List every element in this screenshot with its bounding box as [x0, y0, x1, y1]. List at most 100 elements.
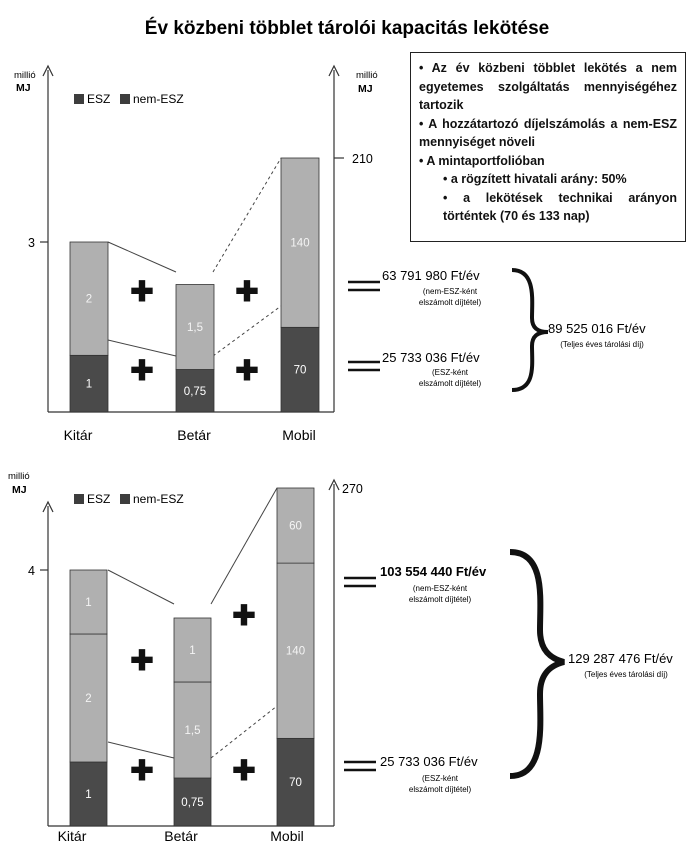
bar-segment-mobil-2: [276, 487, 315, 564]
right-tick-label-2: 270: [342, 482, 363, 496]
legend-swatch-esz: [74, 494, 84, 504]
cost-note: (nem-ESZ-ként: [413, 584, 468, 593]
left-axis-arrow-1: [42, 64, 54, 77]
chart-1: millió MJ millió MJ 3 210 ESZ nem-ESZ 1 2…: [14, 64, 646, 443]
bar-segment-betár-1: [173, 681, 212, 779]
legend-swatch-nem-esz: [120, 494, 130, 504]
bars-1: 1 2 0,75 1,5 70 140: [69, 157, 320, 413]
total-note: (Teljes éves tárolási díj): [560, 340, 644, 349]
bar-value-label: 0,75: [181, 797, 203, 809]
equals-icon: [344, 576, 376, 772]
category-label: Betár: [177, 427, 211, 443]
cost-note: elszámolt díjtétel): [419, 379, 482, 388]
bar-value-label: 2: [86, 294, 92, 306]
legend-2: ESZ nem-ESZ: [74, 492, 184, 506]
cost-note: (ESZ-ként: [422, 774, 459, 783]
curly-brace-icon: [509, 549, 565, 779]
bars-2: 1 2 1 0,75 1,5 1 70 140 60: [69, 487, 315, 827]
bar-segment-mobil-0: [276, 737, 315, 827]
bar-segment-betár-0: [175, 369, 215, 413]
connector-lines-1: [107, 157, 282, 357]
bar-value-label: 1: [85, 597, 91, 609]
right-tick-label-1: 210: [352, 152, 373, 166]
cost-amount: 63 791 980 Ft/év: [382, 268, 480, 283]
bar-segment-betár-1: [175, 284, 215, 370]
plus-icon: ✚: [130, 755, 153, 786]
bar-value-label: 70: [289, 777, 302, 789]
legend-1: ESZ nem-ESZ: [74, 92, 184, 106]
bar-segment-kitár-1: [69, 633, 108, 763]
plus-icon: ✚: [235, 355, 258, 386]
legend-swatch-nem-esz: [120, 94, 130, 104]
category-labels-2: Kitár Betár Mobil: [58, 828, 304, 843]
total-amount: 129 287 476 Ft/év: [568, 651, 673, 666]
equals-icon: [348, 280, 380, 372]
legend-label-nem-esz: nem-ESZ: [133, 92, 184, 106]
cost-annotations-1: 63 791 980 Ft/év (nem-ESZ-ként elszámolt…: [348, 268, 646, 392]
page-title: Év közbeni többlet tárolói kapacitás lek…: [145, 17, 549, 39]
bar-segment-kitár-2: [69, 569, 108, 635]
right-axis-label-1b: MJ: [358, 83, 373, 95]
category-label: Betár: [164, 828, 198, 843]
cost-note: elszámolt díjtétel): [409, 595, 472, 604]
total-note: (Teljes éves tárolási díj): [584, 670, 668, 679]
left-axis-label-1a: millió: [14, 70, 36, 81]
bar-segment-betár-0: [173, 777, 212, 827]
info-item: • A mintaportfolióban: [419, 153, 545, 168]
legend-label-esz: ESZ: [87, 492, 110, 506]
bar-value-label: 60: [289, 521, 302, 533]
connector-lines-2: [107, 487, 278, 759]
bar-segment-mobil-1: [280, 157, 320, 328]
bar-segment-betár-2: [173, 617, 212, 683]
total-amount: 89 525 016 Ft/év: [548, 321, 646, 336]
plus-icon: ✚: [130, 645, 153, 676]
right-axis-label-1a: millió: [356, 70, 378, 81]
bar-value-label: 70: [294, 365, 307, 377]
bar-value-label: 1,5: [187, 322, 203, 334]
left-axis-label-2a: millió: [8, 471, 30, 482]
left-axis-label-1b: MJ: [16, 82, 31, 94]
plus-icon: ✚: [232, 755, 255, 786]
left-tick-label-1: 3: [28, 236, 35, 250]
cost-amount: 103 554 440 Ft/év: [380, 564, 487, 579]
bar-segment-kitár-1: [69, 241, 109, 356]
info-item: • A hozzátartozó díjelszámolás a nem-ESZ…: [419, 116, 677, 150]
left-axis-arrow-2: [42, 500, 54, 513]
bar-value-label: 1,5: [185, 725, 201, 737]
legend-swatch-esz: [74, 94, 84, 104]
bar-value-label: 0,75: [184, 386, 206, 398]
plus-icon: ✚: [232, 600, 255, 631]
info-item: • Az év közbeni többlet lekötés a nem eg…: [419, 61, 677, 112]
plus-icon: ✚: [130, 276, 153, 307]
bar-segment-kitár-0: [69, 761, 108, 827]
bar-segment-mobil-1: [276, 562, 315, 739]
cost-amount: 25 733 036 Ft/év: [380, 754, 478, 769]
bar-value-label: 140: [290, 238, 309, 250]
plus-signs-1: ✚ ✚ ✚ ✚: [130, 276, 258, 386]
info-subitem: • a lekötések technikai arányon történte…: [443, 190, 677, 224]
info-box: • Az év közbeni többlet lekötés a nem eg…: [410, 52, 686, 242]
legend-label-esz: ESZ: [87, 92, 110, 106]
legend-label-nem-esz: nem-ESZ: [133, 492, 184, 506]
cost-note: elszámolt díjtétel): [419, 298, 482, 307]
bar-value-label: 1: [85, 789, 91, 801]
bar-value-label: 140: [286, 646, 305, 658]
category-label: Mobil: [270, 828, 303, 843]
cost-amount: 25 733 036 Ft/év: [382, 350, 480, 365]
cost-note: elszámolt díjtétel): [409, 785, 472, 794]
category-label: Kitár: [64, 427, 93, 443]
category-label: Kitár: [58, 828, 87, 843]
right-axis-arrow-2: [328, 478, 340, 491]
left-tick-label-2: 4: [28, 564, 35, 578]
plus-icon: ✚: [235, 276, 258, 307]
cost-annotations-2: 103 554 440 Ft/év (nem-ESZ-ként elszámol…: [344, 549, 673, 794]
cost-note: (nem-ESZ-ként: [423, 287, 478, 296]
category-label: Mobil: [282, 427, 315, 443]
bar-segment-kitár-0: [69, 354, 109, 413]
bar-value-label: 1: [86, 379, 92, 391]
bar-value-label: 1: [189, 645, 195, 657]
cost-note: (ESZ-ként: [432, 368, 469, 377]
plus-icon: ✚: [130, 355, 153, 386]
plus-signs-2: ✚ ✚ ✚ ✚: [130, 600, 255, 786]
